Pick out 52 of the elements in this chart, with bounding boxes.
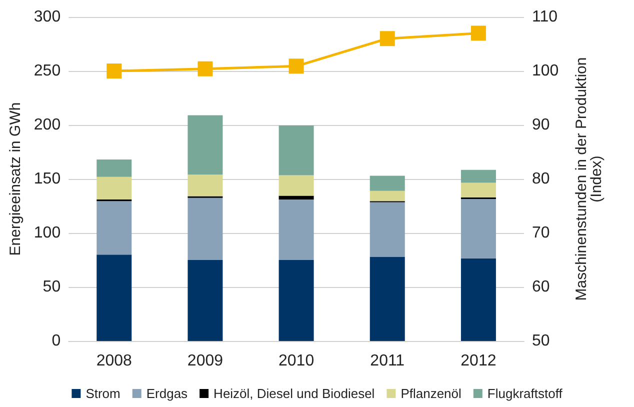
y-tick-label: 300 <box>34 8 61 26</box>
y2-tick-label: 90 <box>532 116 550 134</box>
y2-tick-label: 80 <box>532 170 550 188</box>
bar <box>278 196 314 200</box>
bar <box>370 176 405 191</box>
bar <box>188 260 223 341</box>
y-tick-label: 200 <box>34 116 61 134</box>
bar <box>96 160 132 177</box>
y2-tick-label: 60 <box>532 278 550 296</box>
point <box>380 31 395 46</box>
y2-axis-title: Maschinenstunden in der Produktion (Index) <box>573 57 605 301</box>
bar <box>278 200 314 260</box>
y-tick-label: 100 <box>34 224 61 242</box>
point <box>470 26 486 41</box>
y2-tick-label: 100 <box>532 62 559 80</box>
y-tick-label: 50 <box>42 278 61 296</box>
bar <box>278 175 314 196</box>
bar <box>188 174 223 196</box>
y-axis-title: Energieeinsatz in GWh <box>7 102 24 256</box>
y2-tick-label: 70 <box>532 224 550 242</box>
point <box>106 64 122 78</box>
legend-label: Heizöl, Diesel und Biodiesel <box>214 386 375 401</box>
x-tick-label: 2009 <box>187 352 224 370</box>
bar <box>370 190 405 202</box>
bar <box>278 260 314 341</box>
y-tick-label: 150 <box>34 170 61 188</box>
legend-label: Flugkraftstoff <box>487 386 563 401</box>
bar <box>460 182 496 198</box>
bar <box>370 256 405 341</box>
x-tick-label: 2010 <box>278 352 314 370</box>
legend-label: Erdgas <box>146 386 188 401</box>
bar <box>188 115 223 175</box>
bar <box>96 176 132 200</box>
point <box>198 61 213 76</box>
y-tick-label: 0 <box>52 332 61 350</box>
x-tick-label: 2008 <box>96 352 132 370</box>
legend-label: Pflanzenöl <box>400 386 462 401</box>
y2-tick-label: 110 <box>532 8 558 26</box>
bar <box>460 198 496 258</box>
point <box>288 58 304 74</box>
x-tick-label: 2011 <box>370 352 405 370</box>
bar <box>96 201 132 255</box>
bar <box>460 258 496 341</box>
bar <box>96 254 132 341</box>
x-tick-label: 2012 <box>460 352 496 370</box>
y-tick-label: 250 <box>34 62 61 80</box>
legend-label: Strom <box>86 386 120 401</box>
bar <box>460 170 496 183</box>
bar <box>278 126 314 176</box>
bar <box>188 198 223 260</box>
y2-tick-label: 50 <box>532 332 550 350</box>
bar <box>370 202 405 257</box>
